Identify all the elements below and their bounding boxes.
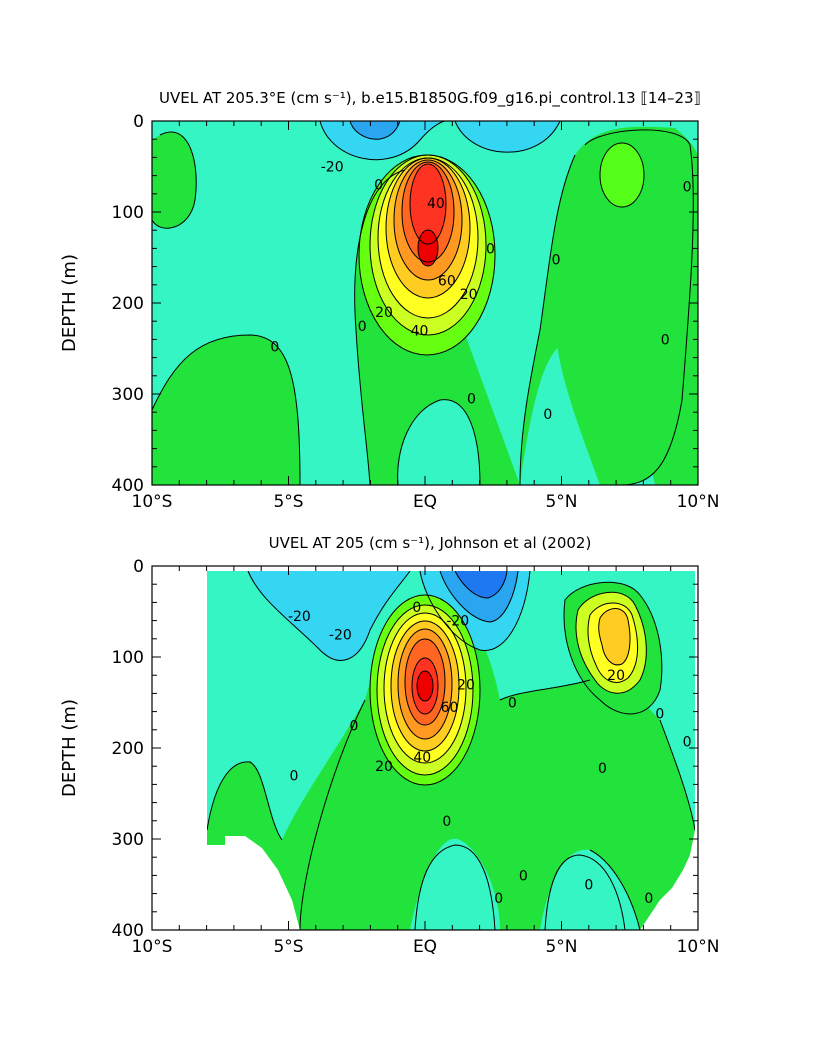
contour-label-top: 0 (467, 392, 476, 408)
x-tick-label-bottom: 5°S (273, 937, 303, 957)
x-tick-label-top: 5°N (545, 492, 577, 512)
contour-label-bottom: 0 (412, 600, 421, 616)
fill-cyan-top-pocket (397, 399, 480, 485)
fill-darkblue-bottom-w (455, 571, 507, 598)
y-tick-label-top: 200 (112, 294, 144, 314)
panel-top: UVEL AT 205.3°E (cm s⁻¹), b.e15.B1850G.f… (59, 89, 719, 512)
contour-label-top: 0 (486, 241, 495, 257)
y-axis-label-bottom: DEPTH (m) (59, 699, 80, 797)
contour-label-bottom: 0 (519, 868, 528, 884)
nodata-bottom-west (152, 566, 300, 930)
fill-cyan-bottom-pocket (415, 845, 495, 930)
contour-label-bottom: 60 (441, 700, 459, 716)
y-tick-label-bottom: 0 (133, 557, 144, 577)
x-tick-label-bottom: 10°N (677, 937, 720, 957)
contour-label-bottom: 0 (494, 891, 503, 907)
y-tick-label-top: 100 (112, 203, 144, 223)
y-tick-label-bottom: 300 (112, 830, 144, 850)
contour-label-bottom: 40 (413, 750, 431, 766)
fill-jet-top-80 (418, 230, 438, 266)
panel-bottom: UVEL AT 205 (cm s⁻¹), Johnson et al (200… (59, 534, 719, 957)
contour-label-bottom: 0 (683, 735, 692, 751)
contour-label-bottom: 0 (598, 761, 607, 777)
fill-blue-top-w1 (350, 121, 400, 140)
contour-label-bottom: 0 (644, 891, 653, 907)
contour-label-top: 20 (460, 287, 478, 303)
contour-label-bottom: 20 (607, 668, 625, 684)
isolines-top (152, 121, 694, 485)
contour-label-bottom: 0 (508, 696, 517, 712)
contour-label-bottom: 0 (655, 706, 664, 722)
contour-label-bottom: -20 (288, 609, 311, 625)
fill-jet-top-70 (410, 164, 446, 244)
title-bottom: UVEL AT 205 (cm s⁻¹), Johnson et al (200… (269, 534, 592, 552)
y-tick-label-bottom: 200 (112, 739, 144, 759)
contour-label-top: -20 (321, 160, 344, 176)
contour-label-bottom: 0 (289, 768, 298, 784)
isolines-bottom (206, 570, 696, 930)
fill-green-top-sw (152, 335, 300, 485)
contour-label-top: 0 (661, 332, 670, 348)
contour-field-bottom (152, 566, 698, 930)
contour-label-top: 0 (374, 178, 383, 194)
contour-label-top: 40 (427, 196, 445, 212)
fill-cyan-top-w2 (455, 121, 560, 153)
y-tick-label-top: 400 (112, 476, 144, 496)
fill-green-top-east (553, 129, 694, 485)
contour-label-top: 0 (552, 252, 561, 268)
fill-cyan-bottom-pocket2 (545, 855, 625, 930)
fill-orange-bottom-ecc (598, 608, 630, 665)
contour-label-top: 0 (358, 319, 367, 335)
contour-label-bottom: 0 (584, 878, 593, 894)
contour-field-top (152, 121, 698, 485)
x-tick-label-bottom: 10°S (132, 937, 173, 957)
nodata-bottom-east (640, 571, 698, 930)
contour-label-top: 0 (543, 407, 552, 423)
y-tick-label-bottom: 400 (112, 921, 144, 941)
x-tick-label-bottom: 5°N (545, 937, 577, 957)
contour-label-bottom: 0 (350, 718, 359, 734)
contour-label-bottom: -20 (446, 614, 469, 630)
fill-jet-bottom-80 (417, 671, 433, 701)
title-top: UVEL AT 205.3°E (cm s⁻¹), b.e15.B1850G.f… (159, 89, 701, 108)
x-tick-label-top: EQ (413, 492, 437, 512)
contour-label-bottom: -20 (329, 627, 352, 643)
contour-label-top: 60 (438, 273, 456, 289)
contour-label-top: 20 (375, 305, 393, 321)
y-tick-label-top: 300 (112, 385, 144, 405)
contour-label-top: 0 (270, 340, 279, 356)
fill-green-top-nw (152, 132, 197, 229)
contour-label-top: 0 (683, 180, 692, 196)
fill-cyan-top-w1 (320, 121, 445, 160)
x-tick-label-top: 5°S (273, 492, 303, 512)
x-tick-label-top: 10°S (132, 492, 173, 512)
contour-label-bottom: 0 (442, 814, 451, 830)
x-tick-label-top: 10°N (677, 492, 720, 512)
contour-label-top: 40 (411, 323, 429, 339)
y-tick-label-top: 0 (133, 112, 144, 132)
fill-lightgreen-top-ecc (600, 143, 644, 207)
fill-cyan-bottom-w2 (248, 571, 410, 661)
y-axis-label-top: DEPTH (m) (59, 254, 80, 352)
contour-label-bottom: 20 (375, 759, 393, 775)
x-tick-label-bottom: EQ (413, 937, 437, 957)
y-tick-label-bottom: 100 (112, 648, 144, 668)
contour-label-bottom: 20 (457, 677, 475, 693)
